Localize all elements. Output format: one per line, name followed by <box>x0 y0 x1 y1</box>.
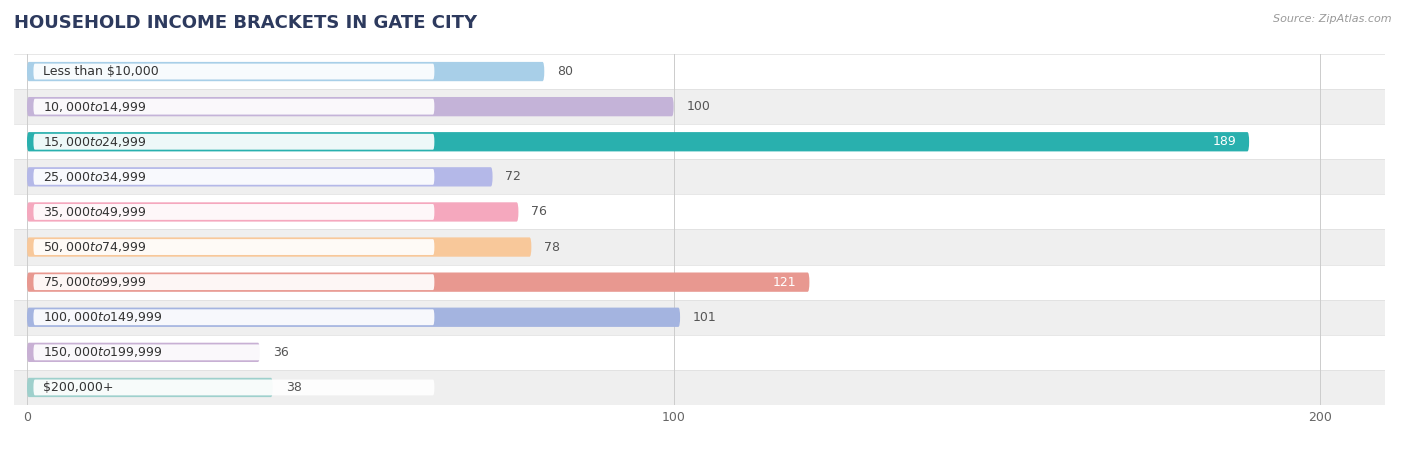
Bar <box>14 124 1385 159</box>
FancyBboxPatch shape <box>34 274 434 290</box>
FancyBboxPatch shape <box>34 169 434 185</box>
Bar <box>14 335 1385 370</box>
FancyBboxPatch shape <box>34 134 434 150</box>
Bar <box>14 230 1385 265</box>
FancyBboxPatch shape <box>27 132 1249 151</box>
FancyBboxPatch shape <box>34 239 434 255</box>
FancyBboxPatch shape <box>27 273 810 292</box>
Text: 101: 101 <box>693 311 717 324</box>
FancyBboxPatch shape <box>34 379 434 396</box>
Text: 189: 189 <box>1212 135 1236 148</box>
Text: $200,000+: $200,000+ <box>44 381 114 394</box>
FancyBboxPatch shape <box>27 97 673 116</box>
FancyBboxPatch shape <box>27 343 260 362</box>
Bar <box>14 159 1385 194</box>
Text: $150,000 to $199,999: $150,000 to $199,999 <box>44 345 163 360</box>
Text: 80: 80 <box>557 65 574 78</box>
Text: 36: 36 <box>273 346 288 359</box>
Text: 38: 38 <box>285 381 301 394</box>
FancyBboxPatch shape <box>27 62 544 81</box>
Bar <box>14 370 1385 405</box>
Text: 78: 78 <box>544 241 561 253</box>
Text: 121: 121 <box>773 276 796 288</box>
Text: $100,000 to $149,999: $100,000 to $149,999 <box>44 310 163 324</box>
Text: HOUSEHOLD INCOME BRACKETS IN GATE CITY: HOUSEHOLD INCOME BRACKETS IN GATE CITY <box>14 14 477 32</box>
Bar <box>14 194 1385 230</box>
Text: $75,000 to $99,999: $75,000 to $99,999 <box>44 275 146 289</box>
FancyBboxPatch shape <box>34 344 434 360</box>
Text: $25,000 to $34,999: $25,000 to $34,999 <box>44 170 146 184</box>
Bar <box>14 265 1385 300</box>
Text: Less than $10,000: Less than $10,000 <box>44 65 159 78</box>
FancyBboxPatch shape <box>27 238 531 256</box>
FancyBboxPatch shape <box>27 308 681 327</box>
FancyBboxPatch shape <box>34 63 434 80</box>
Bar <box>14 300 1385 335</box>
Bar <box>14 54 1385 89</box>
FancyBboxPatch shape <box>34 204 434 220</box>
Text: 76: 76 <box>531 206 547 218</box>
Text: $50,000 to $74,999: $50,000 to $74,999 <box>44 240 146 254</box>
Text: 100: 100 <box>686 100 710 113</box>
FancyBboxPatch shape <box>27 378 273 397</box>
FancyBboxPatch shape <box>34 99 434 115</box>
FancyBboxPatch shape <box>27 202 519 221</box>
Text: $10,000 to $14,999: $10,000 to $14,999 <box>44 99 146 114</box>
Text: $15,000 to $24,999: $15,000 to $24,999 <box>44 135 146 149</box>
Text: Source: ZipAtlas.com: Source: ZipAtlas.com <box>1274 14 1392 23</box>
Bar <box>14 89 1385 124</box>
FancyBboxPatch shape <box>34 309 434 325</box>
FancyBboxPatch shape <box>27 167 492 186</box>
Text: $35,000 to $49,999: $35,000 to $49,999 <box>44 205 146 219</box>
Text: 72: 72 <box>506 171 522 183</box>
